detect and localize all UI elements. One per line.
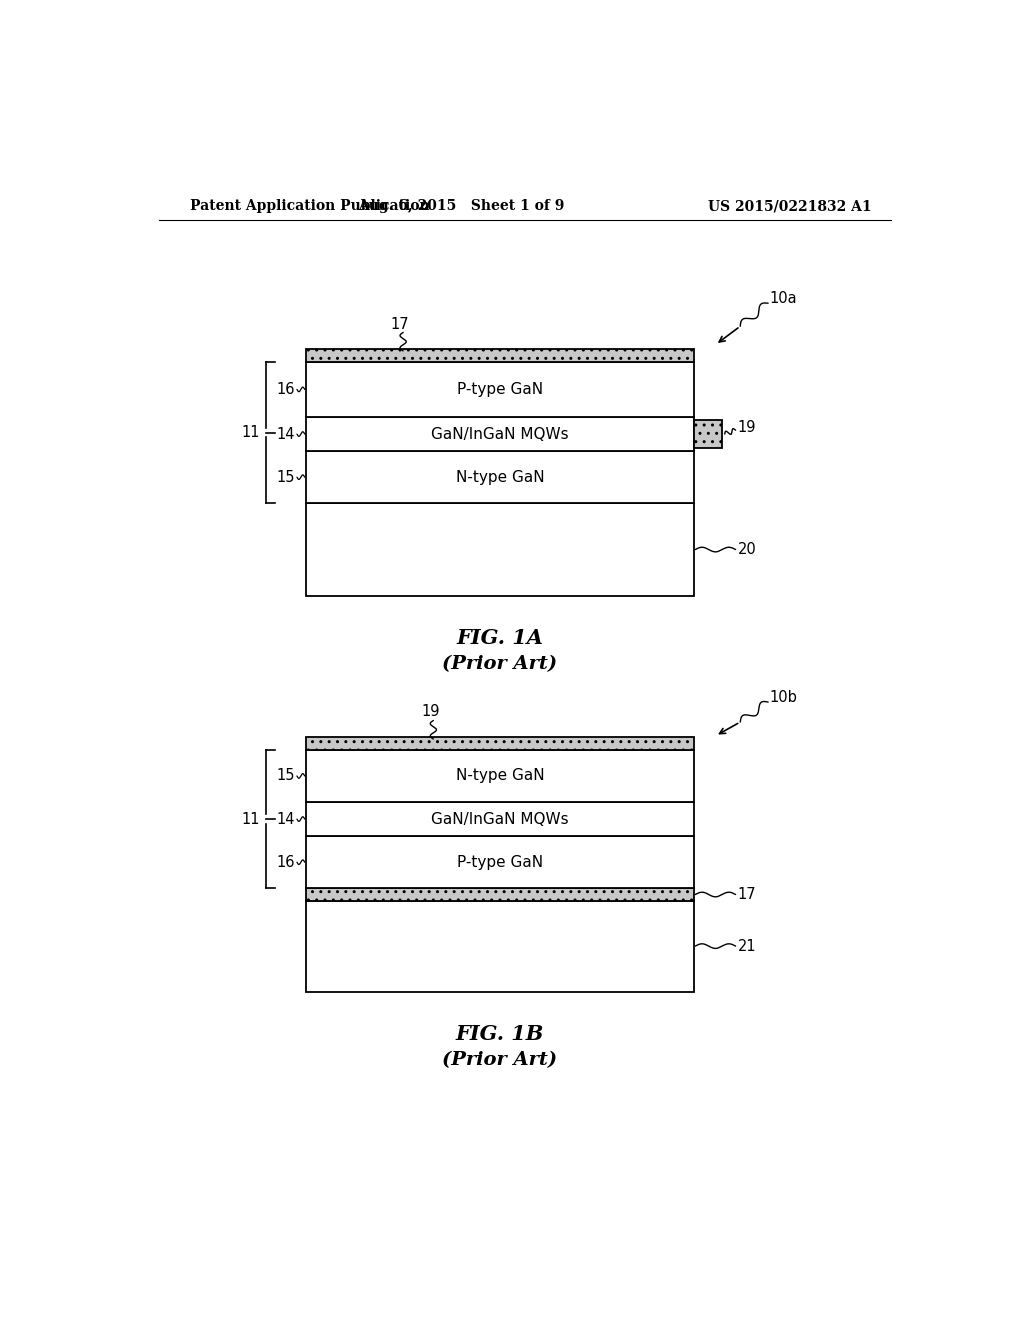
Bar [306, 503, 693, 595]
Text: 15: 15 [276, 470, 295, 484]
Text: 15: 15 [276, 768, 295, 784]
Text: 17: 17 [738, 887, 757, 902]
Bar [306, 362, 693, 417]
Text: (Prior Art): (Prior Art) [442, 1051, 557, 1069]
Text: FIG. 1B: FIG. 1B [456, 1024, 544, 1044]
Text: (Prior Art): (Prior Art) [442, 655, 557, 673]
Text: 10a: 10a [770, 290, 798, 306]
Text: 16: 16 [276, 381, 295, 397]
Text: GaN/InGaN MQWs: GaN/InGaN MQWs [431, 812, 568, 826]
Text: 20: 20 [738, 543, 757, 557]
Text: FIG. 1A: FIG. 1A [457, 628, 544, 648]
Text: N-type GaN: N-type GaN [456, 470, 545, 484]
Text: Patent Application Publication: Patent Application Publication [190, 199, 430, 213]
Text: GaN/InGaN MQWs: GaN/InGaN MQWs [431, 426, 568, 442]
Text: 17: 17 [390, 317, 409, 331]
Bar [306, 803, 693, 836]
Text: 16: 16 [276, 854, 295, 870]
Bar [306, 888, 693, 900]
Text: 19: 19 [738, 420, 757, 436]
Bar [306, 750, 693, 803]
Text: P-type GaN: P-type GaN [457, 854, 543, 870]
Bar [306, 900, 693, 991]
Text: 14: 14 [276, 426, 295, 442]
Text: Aug. 6, 2015   Sheet 1 of 9: Aug. 6, 2015 Sheet 1 of 9 [358, 199, 564, 213]
Bar [306, 836, 693, 888]
Text: N-type GaN: N-type GaN [456, 768, 545, 784]
Bar [306, 738, 693, 750]
Text: 19: 19 [421, 704, 439, 719]
Bar [306, 417, 693, 451]
Text: 14: 14 [276, 812, 295, 826]
Text: 21: 21 [738, 939, 757, 953]
Bar [306, 451, 693, 503]
Text: 11: 11 [242, 425, 260, 440]
Text: P-type GaN: P-type GaN [457, 381, 543, 397]
Bar [693, 420, 722, 447]
Text: 10b: 10b [770, 690, 798, 705]
Text: US 2015/0221832 A1: US 2015/0221832 A1 [709, 199, 872, 213]
Bar [306, 350, 693, 362]
Text: 11: 11 [242, 812, 260, 826]
